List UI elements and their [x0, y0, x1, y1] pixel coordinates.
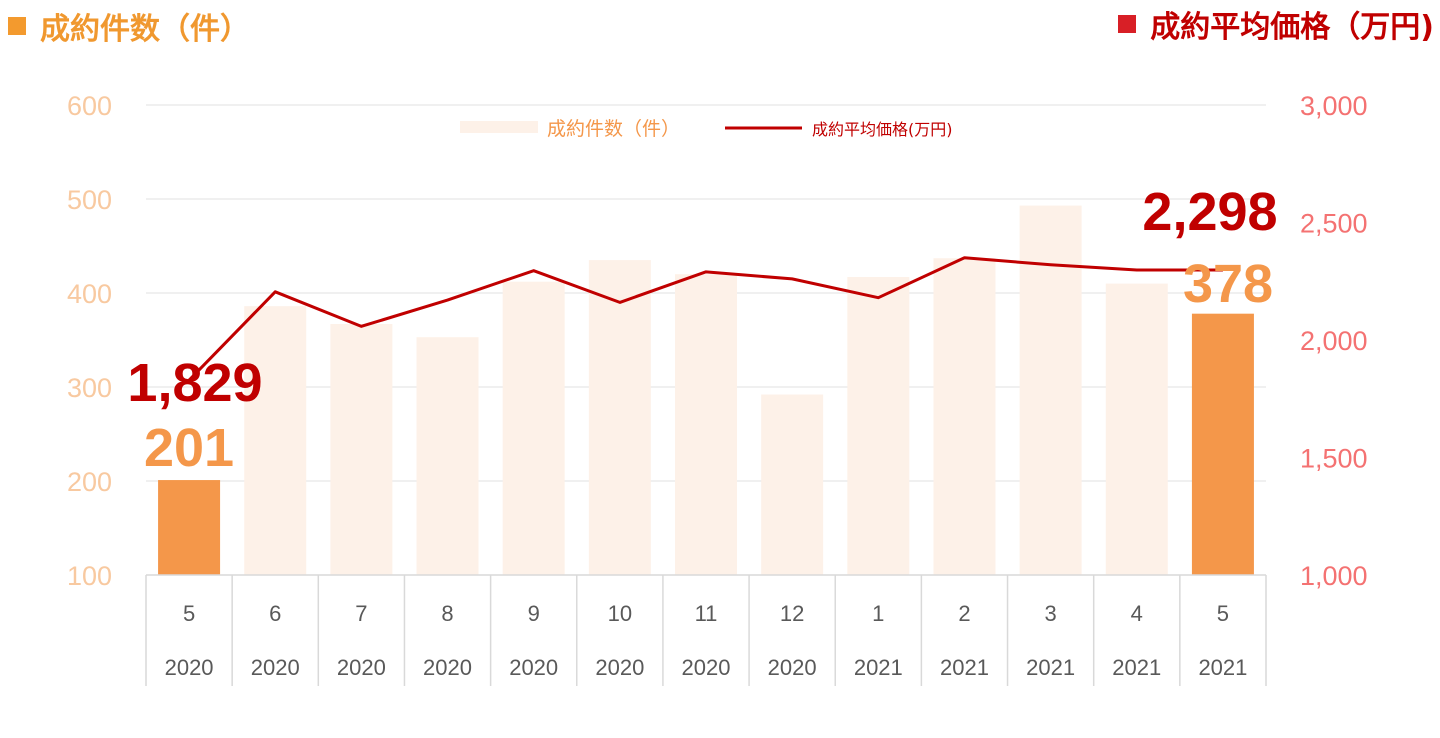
year-label: 2020 — [768, 655, 817, 680]
legend-bar-label: 成約件数（件） — [547, 118, 680, 140]
month-label: 1 — [872, 601, 884, 626]
bar — [1105, 283, 1168, 575]
bar — [244, 306, 307, 575]
bar — [416, 337, 479, 575]
bar — [588, 260, 651, 575]
bar — [847, 277, 910, 575]
year-label: 2020 — [682, 655, 731, 680]
bar — [1019, 205, 1082, 575]
bar — [675, 274, 737, 575]
last-price-label: 2,298 — [1142, 182, 1277, 242]
month-label: 10 — [608, 601, 632, 626]
year-label: 2020 — [509, 655, 558, 680]
year-label: 2020 — [337, 655, 386, 680]
right-axis-tick-label: 2,500 — [1300, 209, 1368, 239]
first-count-label: 201 — [144, 418, 234, 478]
left-axis-tick-label: 600 — [67, 91, 112, 121]
bar — [933, 258, 996, 575]
first-price-label: 1,829 — [127, 353, 262, 413]
month-label: 5 — [183, 601, 195, 626]
year-label: 2021 — [854, 655, 903, 680]
bar — [330, 324, 393, 575]
month-label: 11 — [695, 601, 718, 626]
year-label: 2020 — [423, 655, 472, 680]
square-icon — [1118, 15, 1137, 33]
month-label: 9 — [528, 601, 540, 626]
left-axis-title-text: 成約件数（件） — [40, 12, 250, 47]
year-label: 2021 — [1112, 655, 1161, 680]
bar — [158, 480, 221, 575]
month-label: 5 — [1217, 601, 1229, 626]
square-icon — [8, 17, 26, 35]
right-axis-title: 成約平均価格（万円) — [1118, 2, 1434, 46]
month-label: 2 — [958, 601, 970, 626]
left-axis-tick-label: 300 — [67, 373, 112, 403]
right-axis-title-text: 成約平均価格（万円) — [1150, 10, 1434, 45]
month-label: 4 — [1131, 601, 1143, 626]
right-axis-tick-label: 2,000 — [1300, 326, 1368, 356]
month-label: 3 — [1044, 601, 1056, 626]
left-axis-tick-label: 500 — [67, 185, 112, 215]
right-axis-tick-label: 1,000 — [1300, 561, 1368, 591]
year-label: 2021 — [1026, 655, 1075, 680]
year-label: 2021 — [1198, 655, 1247, 680]
price-line — [188, 256, 1223, 382]
bar — [1191, 313, 1254, 575]
left-axis-tick-label: 100 — [67, 561, 112, 591]
legend-line-label: 成約平均価格(万円) — [812, 120, 953, 139]
year-label: 2020 — [165, 655, 214, 680]
last-count-label: 378 — [1183, 254, 1273, 314]
left-axis-tick-label: 400 — [67, 279, 112, 309]
right-axis-tick-label: 3,000 — [1300, 91, 1368, 121]
month-label: 12 — [780, 601, 804, 626]
legend-bar-swatch — [460, 121, 538, 133]
month-label: 6 — [269, 601, 281, 626]
month-label: 7 — [355, 601, 367, 626]
left-axis-title: 成約件数（件） — [8, 4, 250, 48]
year-label: 2020 — [251, 655, 300, 680]
bar — [502, 281, 565, 575]
year-label: 2021 — [940, 655, 989, 680]
left-axis-tick-label: 200 — [67, 467, 112, 497]
bar — [761, 394, 824, 575]
month-label: 8 — [441, 601, 453, 626]
year-label: 2020 — [595, 655, 644, 680]
right-axis-tick-label: 1,500 — [1300, 444, 1368, 474]
